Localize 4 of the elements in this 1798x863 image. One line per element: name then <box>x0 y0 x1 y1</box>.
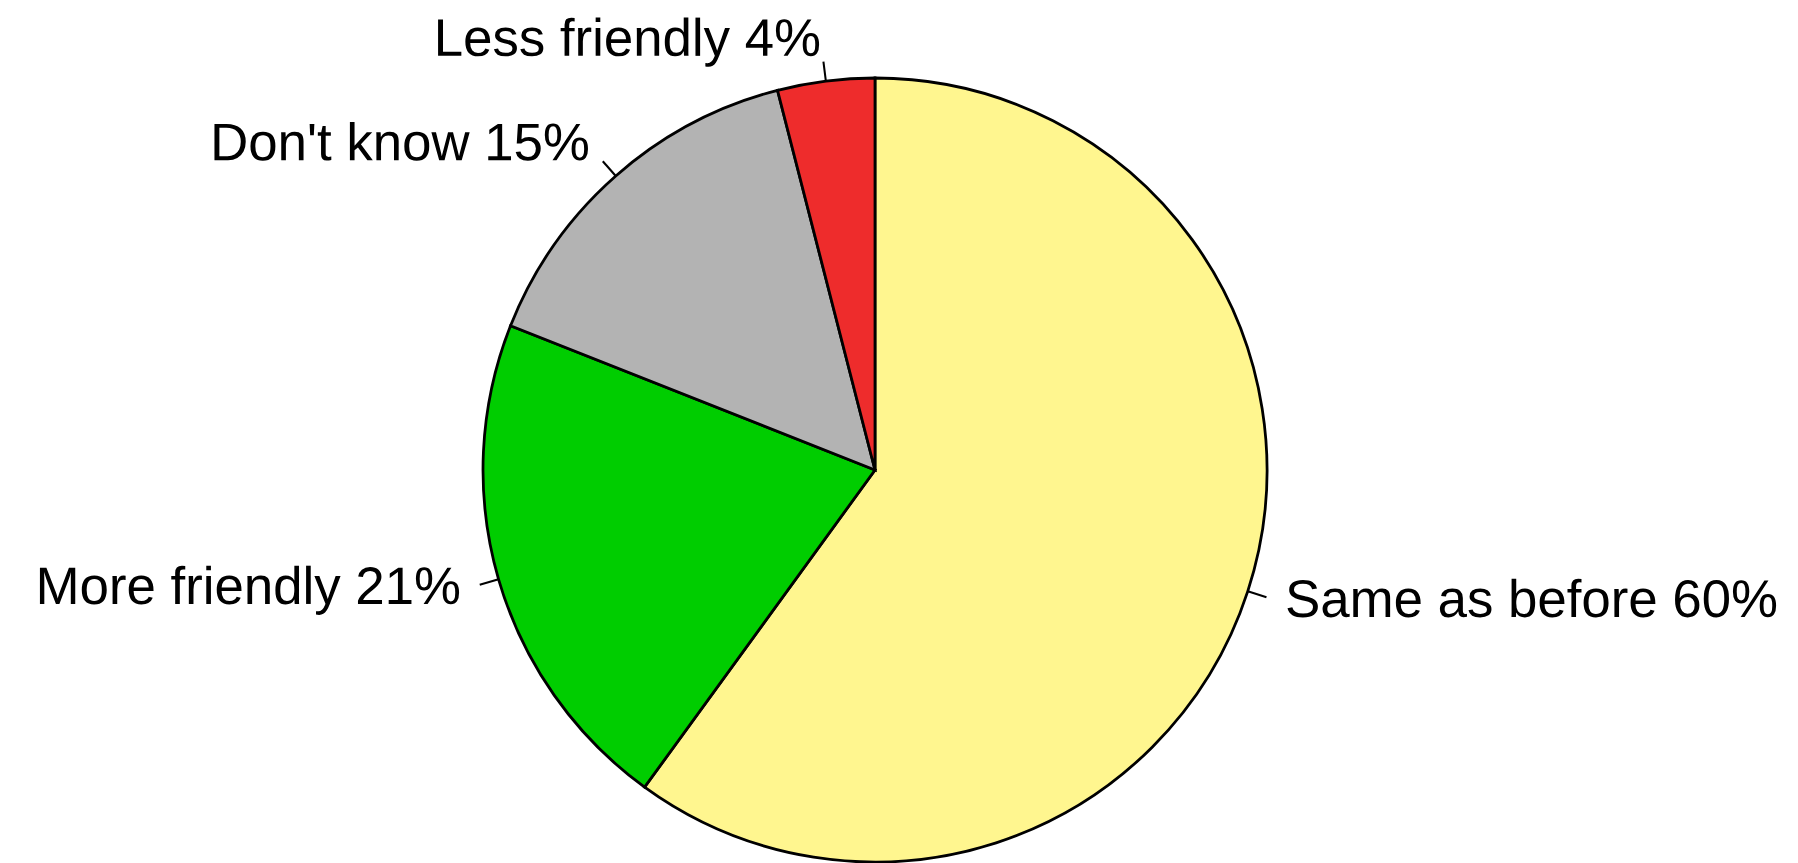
slice-label: Don't know 15% <box>214 121 588 161</box>
slice-label: More friendly 21% <box>39 565 460 615</box>
slice-label: Less friendly 4% <box>438 17 820 67</box>
slice-label: Same as before 60% <box>1287 578 1777 618</box>
